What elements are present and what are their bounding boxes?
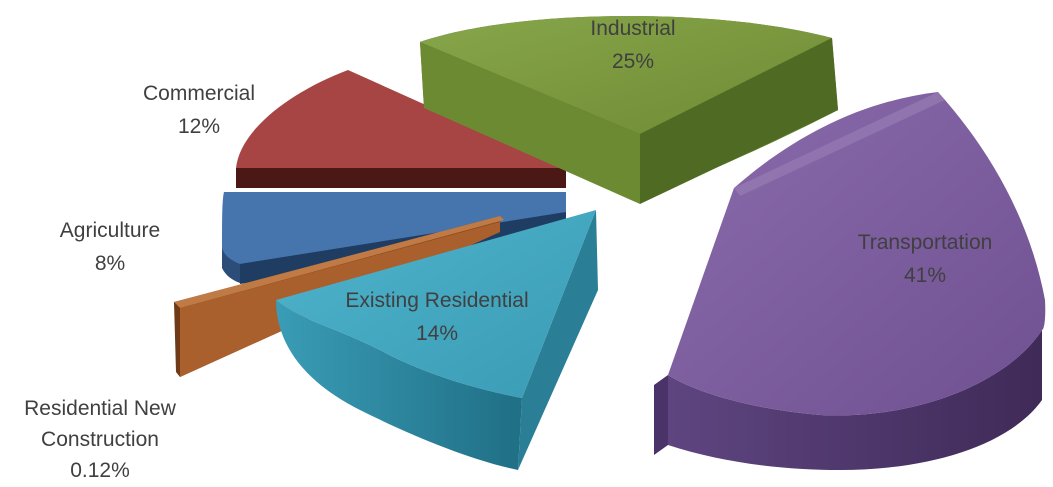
label-existing-residential-name: Existing Residential <box>345 289 528 312</box>
label-agriculture-name: Agriculture <box>60 219 160 242</box>
label-residential-new-pct: 0.12% <box>70 459 130 482</box>
label-commercial-pct: 12% <box>178 115 220 138</box>
slice-existing-residential <box>276 210 598 470</box>
slice-commercial <box>236 70 566 188</box>
slice-industrial <box>420 15 838 204</box>
label-existing-residential-pct: 14% <box>416 322 458 345</box>
label-agriculture-pct: 8% <box>95 252 125 275</box>
label-transportation-pct: 41% <box>904 264 946 287</box>
label-transportation-name: Transportation <box>858 231 993 254</box>
label-residential-new-line2: Construction <box>41 428 159 451</box>
label-commercial-name: Commercial <box>143 82 255 105</box>
label-industrial-pct: 25% <box>612 50 654 73</box>
label-industrial-name: Industrial <box>590 17 675 40</box>
slice-transportation <box>654 92 1046 470</box>
label-residential-new-line1: Residential New <box>24 397 177 420</box>
